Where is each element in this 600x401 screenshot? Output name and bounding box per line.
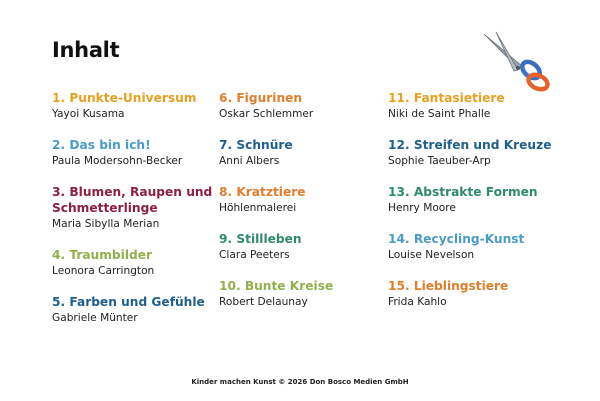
entry-title: 15. Lieblingstiere bbox=[388, 279, 509, 293]
entry-artist: Henry Moore bbox=[388, 202, 456, 214]
toc-entry: 9. Stillleben Clara Peeters bbox=[219, 231, 404, 262]
entry-artist: Gabriele Münter bbox=[52, 312, 138, 324]
page-title: Inhalt bbox=[52, 38, 120, 62]
entry-artist: Maria Sibylla Merian bbox=[52, 218, 160, 230]
entry-title: 10. Bunte Kreise bbox=[219, 279, 334, 293]
toc-entry: 6. Figurinen Oskar Schlemmer bbox=[219, 90, 404, 121]
toc-entry: 8. Kratztiere Höhlenmalerei bbox=[219, 184, 404, 215]
entry-artist: Paula Modersohn-Becker bbox=[52, 155, 183, 167]
footer-copyright: Kinder machen Kunst © 2026 Don Bosco Med… bbox=[191, 378, 409, 386]
entry-title: 7. Schnüre bbox=[219, 138, 293, 152]
entry-artist: Robert Delaunay bbox=[219, 296, 308, 308]
entry-title: 9. Stillleben bbox=[219, 232, 302, 246]
toc-entry: 5. Farben und Gefühle Gabriele Münter bbox=[52, 294, 237, 325]
toc-entry: 1. Punkte-Universum Yayoi Kusama bbox=[52, 90, 237, 121]
entry-title: 12. Streifen und Kreuze bbox=[388, 138, 552, 152]
entry-artist: Clara Peeters bbox=[219, 249, 290, 261]
entry-artist: Sophie Taeuber-Arp bbox=[388, 155, 491, 167]
entry-title: 13. Abstrakte Formen bbox=[388, 185, 538, 199]
entry-title: 2. Das bin ich! bbox=[52, 138, 151, 152]
entry-title: 14. Recycling-Kunst bbox=[388, 232, 525, 246]
toc-entry: 15. Lieblingstiere Frida Kahlo bbox=[388, 278, 573, 309]
toc-column-2: 6. Figurinen Oskar Schlemmer 7. Schnüre … bbox=[219, 90, 404, 325]
entry-title: 11. Fantasietiere bbox=[388, 91, 505, 105]
entry-artist: Leonora Carrington bbox=[52, 265, 155, 277]
toc-entry: 2. Das bin ich! Paula Modersohn-Becker bbox=[52, 137, 237, 168]
entry-title: 4. Traumbilder bbox=[52, 248, 153, 262]
entry-artist: Yayoi Kusama bbox=[52, 108, 125, 120]
entry-artist: Louise Nevelson bbox=[388, 249, 475, 261]
toc-column-1: 1. Punkte-Universum Yayoi Kusama 2. Das … bbox=[52, 90, 237, 341]
entry-artist: Höhlenmalerei bbox=[219, 202, 297, 214]
entry-title: 8. Kratztiere bbox=[219, 185, 306, 199]
entry-title: 5. Farben und Gefühle bbox=[52, 295, 205, 309]
toc-entry: 12. Streifen und Kreuze Sophie Taeuber-A… bbox=[388, 137, 573, 168]
toc-entry: 4. Traumbilder Leonora Carrington bbox=[52, 247, 237, 278]
toc-column-3: 11. Fantasietiere Niki de Saint Phalle 1… bbox=[388, 90, 573, 325]
entry-title: 6. Figurinen bbox=[219, 91, 303, 105]
entry-artist: Oskar Schlemmer bbox=[219, 108, 314, 120]
entry-title: 1. Punkte-Universum bbox=[52, 91, 197, 105]
scissors-icon bbox=[483, 31, 550, 92]
toc-entry: 11. Fantasietiere Niki de Saint Phalle bbox=[388, 90, 573, 121]
entry-artist: Frida Kahlo bbox=[388, 296, 447, 308]
toc-entry: 7. Schnüre Anni Albers bbox=[219, 137, 404, 168]
entry-title: 3. Blumen, Raupen und Schmetterlinge bbox=[52, 185, 213, 215]
toc-entry: 10. Bunte Kreise Robert Delaunay bbox=[219, 278, 404, 309]
entry-artist: Niki de Saint Phalle bbox=[388, 108, 491, 120]
toc-entry: 14. Recycling-Kunst Louise Nevelson bbox=[388, 231, 573, 262]
toc-entry: 13. Abstrakte Formen Henry Moore bbox=[388, 184, 573, 215]
toc-entry: 3. Blumen, Raupen und Schmetterlinge Mar… bbox=[52, 184, 237, 231]
entry-artist: Anni Albers bbox=[219, 155, 280, 167]
